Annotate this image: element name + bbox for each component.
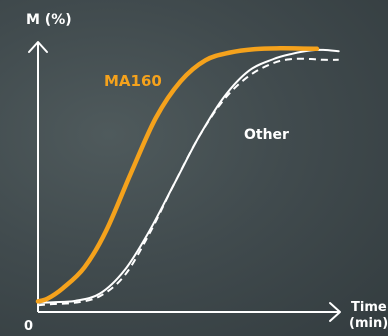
x-axis-label-line1: Time: [351, 300, 387, 315]
x-axis: [38, 302, 341, 322]
x-axis-label-line2: (min): [349, 316, 388, 331]
y-axis-label: M (%): [26, 12, 72, 28]
y-axis: [28, 41, 48, 312]
series-line-ma160: [35, 46, 320, 304]
series-line-other: [37, 48, 340, 304]
series-label-other: Other: [244, 127, 289, 143]
origin-label: 0: [24, 319, 33, 334]
y-axis-arrow: [28, 41, 48, 53]
series-layer: [35, 46, 340, 307]
x-axis-arrow: [329, 302, 341, 322]
series-label-ma160: MA160: [104, 72, 162, 90]
